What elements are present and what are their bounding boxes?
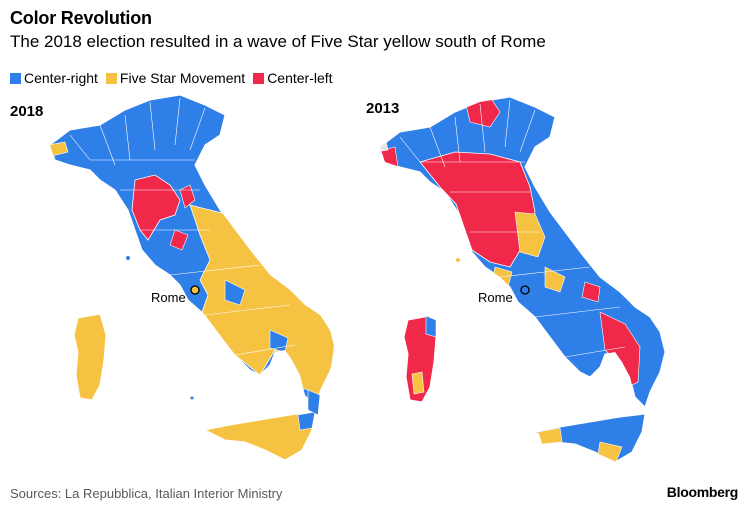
rome-marker-2018: [190, 285, 200, 295]
region-other-aosta-2013: [380, 136, 389, 153]
legend-item-center-left: Center-left: [253, 70, 333, 86]
region-sicily-2018: [203, 411, 316, 461]
region-sicily-west-2013: [537, 427, 563, 445]
region-sardinia-south-2013: [411, 371, 425, 395]
region-borders-2013: [399, 99, 626, 358]
bloomberg-logo: Bloomberg: [666, 484, 739, 500]
chart-subtitle: The 2018 election resulted in a wave of …: [10, 32, 546, 51]
legend-item-five-star: Five Star Movement: [105, 70, 246, 86]
legend-label-center-right: Center-right: [24, 70, 98, 86]
legend-label-five-star: Five Star Movement: [119, 70, 246, 86]
region-center-left-pocket-2018: [179, 184, 196, 209]
region-five-star-south-2018: [189, 204, 335, 405]
region-sicily-south-2013: [597, 441, 623, 463]
legend-swatch-center-right: [10, 72, 21, 84]
legend-item-center-right: Center-right: [10, 70, 98, 86]
region-center-right-pocket-2018: [224, 279, 246, 306]
italy-map-2013: [379, 96, 666, 463]
rome-marker-2013: [520, 285, 530, 295]
region-five-star-pocket-2013: [389, 196, 409, 215]
chart-title: Color Revolution: [10, 8, 152, 28]
legend-label-center-left: Center-left: [267, 70, 333, 86]
island-elba-2018: [126, 256, 130, 260]
region-five-star-pocket-2013: [544, 266, 566, 293]
island-small-2018: [190, 396, 194, 400]
region-center-left-pocket-2018: [169, 229, 189, 251]
legend-swatch-five-star: [105, 72, 117, 84]
region-center-left-central-2013: [419, 151, 536, 268]
rome-label-2018: Rome: [151, 290, 186, 305]
map-year-2018: 2018: [10, 103, 44, 120]
region-calabria-tip-2018: [307, 389, 321, 416]
region-sardinia-north-2013: [425, 315, 437, 338]
region-center-left-tuscany-2018: [131, 174, 181, 241]
legend: Center-right Five Star Movement Center-l…: [10, 70, 341, 86]
region-center-left-south-2013: [581, 281, 601, 303]
legend-swatch-center-left: [253, 72, 265, 84]
italy-map-2018: [49, 94, 336, 461]
region-borders-2018: [69, 97, 296, 356]
region-sicily-messina-2018: [297, 411, 316, 431]
region-five-star-central-2013: [514, 211, 546, 258]
source-note: Sources: La Repubblica, Italian Interior…: [10, 486, 283, 501]
island-elba-2013: [456, 258, 460, 262]
rome-label-2013: Rome: [478, 290, 513, 305]
map-year-2013: 2013: [366, 100, 400, 117]
region-sardinia-2018: [73, 313, 107, 401]
region-center-left-basilicata-2013: [599, 311, 641, 388]
